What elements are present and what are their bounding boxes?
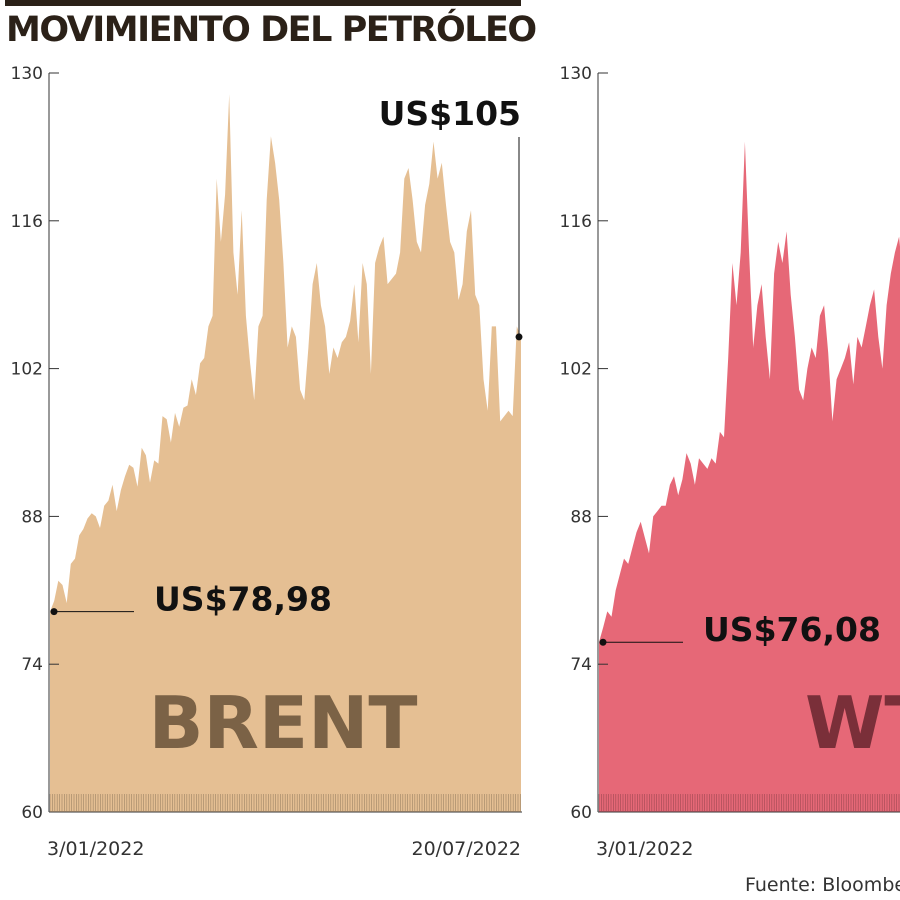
callout-dot bbox=[599, 638, 607, 646]
baseline-hatch bbox=[598, 794, 900, 811]
callout-label: US$76,08 bbox=[703, 610, 881, 649]
brent-area bbox=[50, 94, 521, 813]
source-note: Fuente: Bloomberg bbox=[745, 874, 900, 896]
y-tick-label: 60 bbox=[570, 803, 592, 823]
callout-label: US$78,98 bbox=[154, 580, 332, 619]
series-name-label: WTI bbox=[805, 681, 900, 765]
series-name-label: BRENT bbox=[149, 681, 418, 765]
wti-chart: 60 74 88 102 116 130 3/01/2022 WTI US$76,08 bbox=[560, 64, 900, 860]
y-tick-label: 88 bbox=[570, 507, 592, 527]
x-date-label: 20/07/2022 bbox=[411, 838, 521, 860]
y-tick-label: 88 bbox=[21, 507, 43, 527]
y-tick-label: 116 bbox=[560, 212, 592, 232]
callout-dot bbox=[515, 333, 523, 341]
y-tick-label: 102 bbox=[11, 360, 43, 380]
y-tick-label: 130 bbox=[11, 64, 43, 84]
x-date-label: 3/01/2022 bbox=[47, 838, 144, 860]
baseline-hatch bbox=[49, 794, 521, 811]
wti-area bbox=[599, 141, 900, 812]
callout-label: US$105 bbox=[379, 94, 521, 133]
title-rule bbox=[5, 0, 521, 6]
brent-chart: 60 74 88 102 116 130 3/01/2022 20/07/2022 BRENT U… bbox=[11, 64, 523, 860]
y-tick-label: 130 bbox=[560, 64, 592, 84]
y-tick-label: 102 bbox=[560, 360, 592, 380]
x-date-label: 3/01/2022 bbox=[596, 838, 693, 860]
chart-title: MOVIMIENTO DEL PETRÓLEO bbox=[6, 10, 537, 50]
y-tick-label: 74 bbox=[570, 655, 592, 675]
y-tick-label: 116 bbox=[11, 212, 43, 232]
y-tick-label: 60 bbox=[21, 803, 43, 823]
callout-dot bbox=[50, 608, 58, 616]
y-tick-label: 74 bbox=[21, 655, 43, 675]
